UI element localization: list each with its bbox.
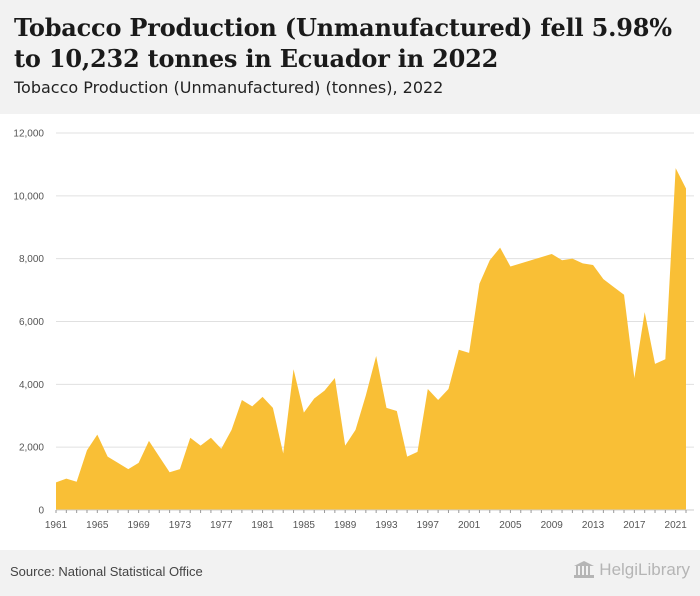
x-tick-label: 2017 (623, 520, 646, 531)
helgi-library-logo: HelgiLibrary (573, 560, 690, 580)
library-building-icon (574, 561, 595, 578)
x-tick-label: 2005 (499, 520, 522, 531)
chart-footer: Source: National Statistical Office Helg… (0, 550, 700, 596)
x-tick-label: 2013 (582, 520, 605, 531)
chart-subtitle: Tobacco Production (Unmanufactured) (ton… (14, 78, 444, 97)
x-tick-label: 2021 (665, 520, 688, 531)
source-note: Source: National Statistical Office (10, 564, 203, 579)
y-tick-label: 10,000 (13, 191, 44, 202)
y-tick-label: 2,000 (19, 443, 44, 454)
y-tick-label: 6,000 (19, 317, 44, 328)
x-tick-label: 1969 (127, 520, 150, 531)
y-tick-label: 8,000 (19, 254, 44, 265)
x-tick-label: 1993 (375, 520, 398, 531)
area-chart: 0 2,000 4,000 6,000 8,000 10,000 12,000 1961 196… (13, 129, 694, 531)
x-tick-label: 1973 (169, 520, 192, 531)
x-tick-label: 1997 (417, 520, 440, 531)
logo-text: HelgiLibrary (599, 560, 690, 579)
x-tick-label: 1977 (210, 520, 233, 531)
x-tick-label: 2001 (458, 520, 481, 531)
x-tick-label: 1965 (86, 520, 109, 531)
area-series (56, 168, 686, 510)
y-tick-label: 12,000 (13, 129, 44, 140)
x-tick-label: 1961 (45, 520, 68, 531)
x-tick-label: 2009 (541, 520, 564, 531)
x-tick-label: 1985 (293, 520, 316, 531)
y-tick-label: 0 (38, 506, 44, 517)
chart-title: Tobacco Production (Unmanufactured) fell… (14, 13, 672, 73)
x-tick-label: 1989 (334, 520, 357, 531)
x-tick-label: 1981 (251, 520, 274, 531)
chart-header: Tobacco Production (Unmanufactured) fell… (0, 0, 700, 114)
y-tick-label: 4,000 (19, 380, 44, 391)
